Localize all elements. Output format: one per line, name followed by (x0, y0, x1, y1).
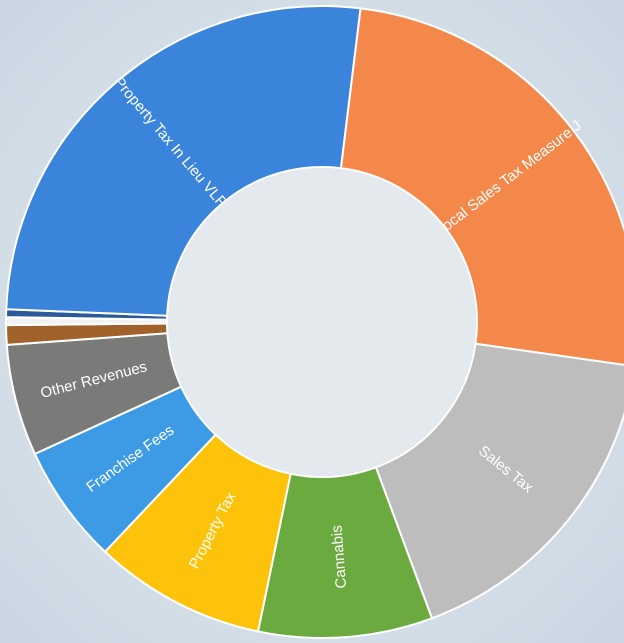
donut-hole (168, 168, 476, 476)
donut-slice (339, 7, 624, 366)
donut-slice (5, 5, 362, 317)
slice-label: Cannabis (328, 525, 350, 589)
donut-slice (374, 342, 624, 620)
